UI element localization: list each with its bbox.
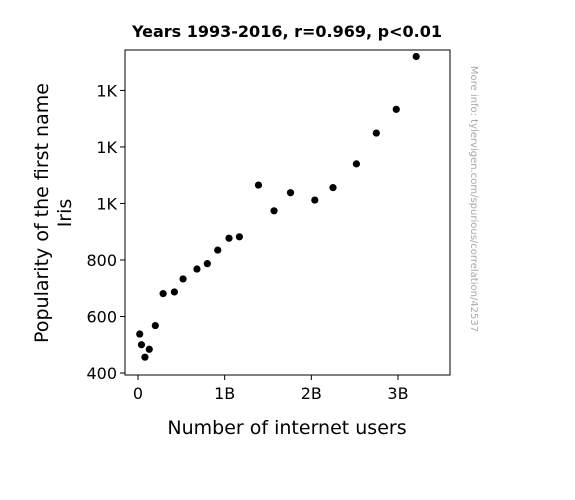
data-point xyxy=(214,246,222,254)
chart-title: Years 1993-2016, r=0.969, p<0.01 xyxy=(131,22,442,41)
data-point xyxy=(329,184,337,192)
data-point xyxy=(225,234,233,242)
data-point xyxy=(311,196,319,204)
data-point xyxy=(136,330,144,338)
x-tick-label: 2B xyxy=(301,384,322,403)
data-point xyxy=(159,290,167,298)
x-axis-label: Number of internet users xyxy=(167,417,406,439)
data-point xyxy=(151,321,159,330)
y-tick-label: 600 xyxy=(86,308,117,327)
source-note: More info: tylervigen.com/spurious/corre… xyxy=(468,66,479,332)
y-tick-label: 1K xyxy=(96,138,117,157)
data-points xyxy=(136,52,420,361)
data-point xyxy=(392,105,400,113)
data-point xyxy=(141,353,149,361)
data-point xyxy=(193,265,201,273)
data-point xyxy=(203,260,211,268)
data-point xyxy=(412,52,420,61)
x-tick-label: 3B xyxy=(387,384,408,403)
x-axis-ticks: 0 1B 2B 3B xyxy=(133,375,409,403)
y-tick-label: 800 xyxy=(86,251,117,270)
plot-area-frame xyxy=(124,49,451,376)
data-point xyxy=(145,345,153,353)
data-point xyxy=(179,275,187,283)
data-point xyxy=(137,341,146,349)
y-axis-label: Popularity of the first name Iris xyxy=(31,83,76,343)
x-tick-label: 1B xyxy=(214,384,235,403)
x-tick-label: 0 xyxy=(133,384,143,403)
data-point xyxy=(270,207,278,215)
data-point xyxy=(372,129,380,137)
y-axis-label-line: Iris xyxy=(54,199,76,228)
data-point xyxy=(235,233,243,241)
y-axis-label-line: Popularity of the first name xyxy=(31,83,53,343)
y-tick-label: 1K xyxy=(96,81,117,100)
y-axis-ticks: 400 600 800 1K 1K 1K xyxy=(86,81,125,383)
y-tick-label: 1K xyxy=(96,194,117,213)
data-point xyxy=(254,181,263,189)
y-tick-label: 400 xyxy=(86,364,117,383)
data-point xyxy=(170,288,178,296)
data-point xyxy=(286,189,295,197)
data-point xyxy=(352,160,360,168)
